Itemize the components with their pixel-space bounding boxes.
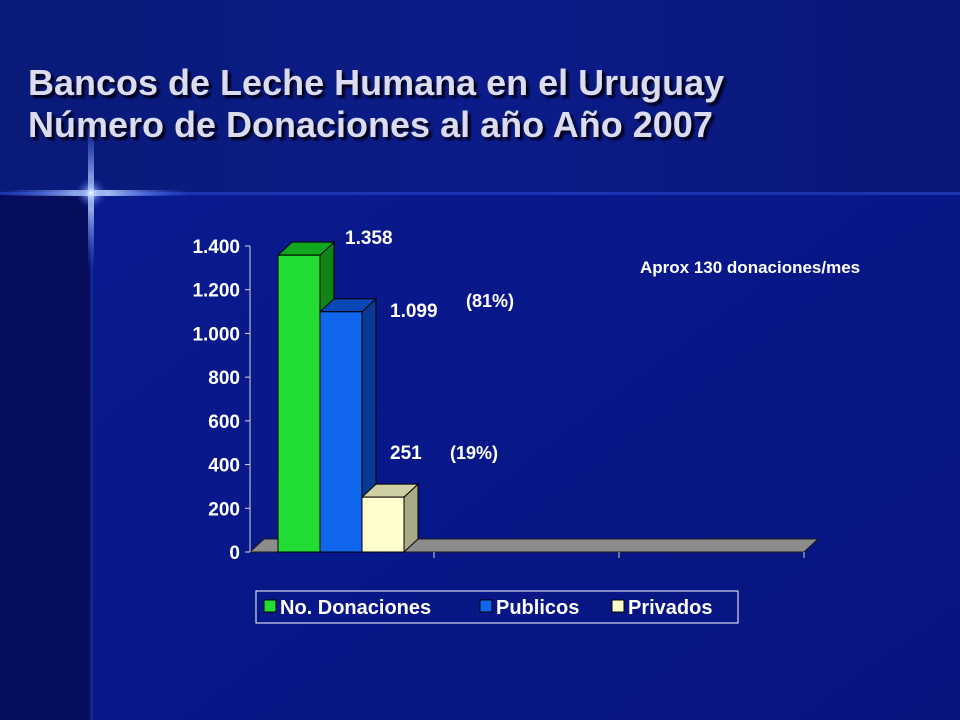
legend-label-1: Publicos bbox=[496, 597, 579, 619]
bar-1 bbox=[319, 311, 363, 553]
y-tick-label-2: 400 bbox=[208, 456, 240, 477]
y-tick-label-6: 1.200 bbox=[192, 281, 240, 302]
title-line-2: Número de Donaciones al año Año 2007 bbox=[28, 104, 713, 145]
data-label-0: 1.358 bbox=[345, 228, 393, 249]
legend-swatch-1 bbox=[479, 599, 493, 613]
title-line-1: Bancos de Leche Humana en el Uruguay bbox=[28, 62, 725, 103]
bar-2 bbox=[361, 496, 405, 553]
monthly-note: Aprox 130 donaciones/mes bbox=[640, 258, 861, 277]
y-tick-label-3: 600 bbox=[208, 412, 240, 433]
y-tick-label-7: 1.400 bbox=[192, 237, 240, 258]
pct-label-1: (81%) bbox=[466, 291, 514, 311]
y-tick-label-5: 1.000 bbox=[192, 324, 240, 345]
page-title: Bancos de Leche Humana en el Uruguay Núm… bbox=[28, 62, 724, 146]
y-tick-label-1: 200 bbox=[208, 499, 240, 520]
pct-label-2: (19%) bbox=[450, 443, 498, 463]
data-label-1: 1.099 bbox=[390, 301, 438, 322]
y-tick-label-0: 0 bbox=[229, 543, 240, 564]
legend-box bbox=[255, 590, 739, 624]
y-tick-label-4: 800 bbox=[208, 368, 240, 389]
legend-swatch-0 bbox=[263, 599, 277, 613]
legend-label-2: Privados bbox=[628, 597, 712, 619]
data-label-2: 251 bbox=[390, 443, 422, 464]
legend-swatch-2 bbox=[611, 599, 625, 613]
legend-label-0: No. Donaciones bbox=[280, 597, 431, 619]
bar-0 bbox=[277, 254, 321, 553]
